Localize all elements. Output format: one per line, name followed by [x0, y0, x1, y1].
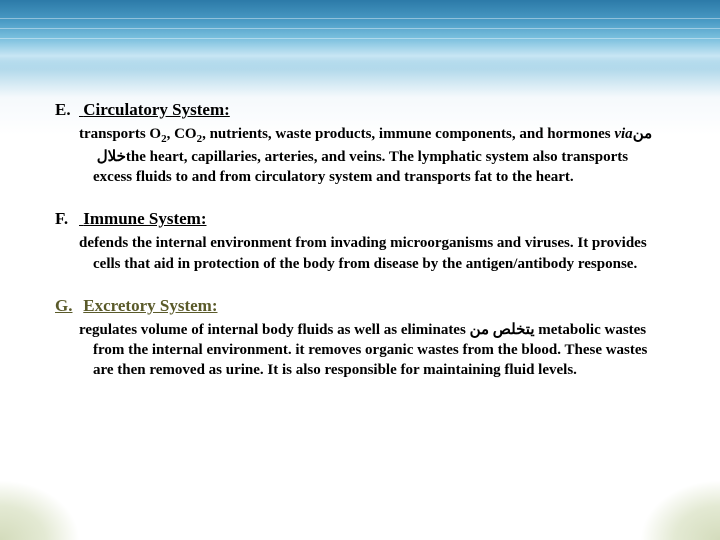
wave-line — [0, 28, 720, 29]
title-f: Immune System: — [83, 209, 206, 228]
corner-decoration-right — [640, 480, 720, 540]
section-g: G. Excretory System: regulates volume of… — [55, 296, 665, 381]
heading-f: F. Immune System: — [55, 209, 665, 229]
title-g: Excretory System: — [83, 296, 217, 315]
letter-e: E. — [55, 100, 79, 120]
text-segment: regulates volume of internal body fluids… — [79, 322, 470, 338]
body-e: transports O2, CO2, nutrients, waste pro… — [55, 124, 665, 187]
via-italic: via — [614, 126, 632, 142]
letter-g: G. — [55, 296, 79, 316]
text-segment: the heart, capillaries, arteries, and ve… — [93, 149, 628, 185]
section-e: E. Circulatory System: transports O2, CO… — [55, 100, 665, 187]
text-segment: transports O — [79, 126, 161, 142]
body-f: defends the internal environment from in… — [55, 233, 665, 274]
section-f: F. Immune System: defends the internal e… — [55, 209, 665, 274]
text-segment: , CO — [167, 126, 197, 142]
letter-f: F. — [55, 209, 79, 229]
corner-decoration-left — [0, 480, 80, 540]
slide-content: E. Circulatory System: transports O2, CO… — [55, 100, 665, 403]
wave-line — [0, 18, 720, 19]
text-segment: , nutrients, waste products, immune comp… — [202, 126, 614, 142]
arabic-text: يتخلص من — [470, 322, 535, 338]
title-e: Circulatory System: — [83, 100, 230, 119]
wave-background — [0, 0, 720, 70]
heading-g: G. Excretory System: — [55, 296, 665, 316]
wave-line — [0, 38, 720, 39]
heading-e: E. Circulatory System: — [55, 100, 665, 120]
body-g: regulates volume of internal body fluids… — [55, 320, 665, 381]
